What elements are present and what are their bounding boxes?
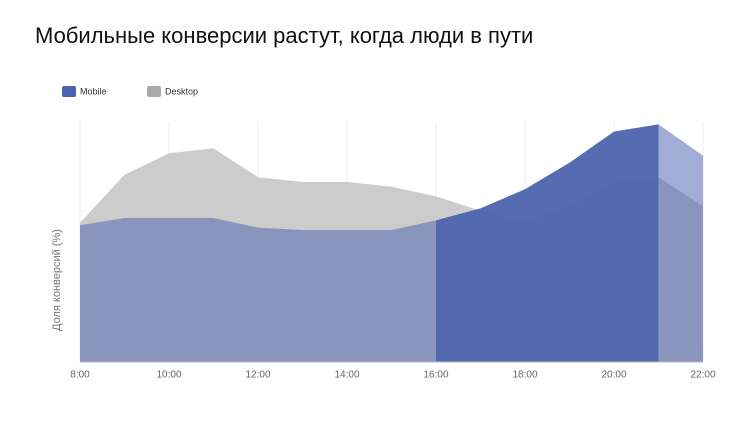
x-tick-label: 18:00	[512, 370, 537, 381]
x-tick-label: 16:00	[423, 370, 448, 381]
y-axis-label: Доля конверсий (%)	[51, 229, 63, 331]
x-tick-label: 14:00	[334, 370, 359, 381]
legend-label: Mobile	[80, 86, 107, 96]
chart-title: Мобильные конверсии растут, когда люди в…	[35, 23, 533, 48]
legend-swatch	[62, 86, 76, 97]
legend-swatch	[147, 86, 161, 97]
legend-label: Desktop	[165, 86, 198, 96]
x-tick-label: 8:00	[70, 370, 90, 381]
x-tick-label: 20:00	[601, 370, 626, 381]
area-mobile-highlight	[436, 124, 659, 363]
x-tick-label: 10:00	[156, 370, 181, 381]
x-tick-label: 22:00	[690, 370, 715, 381]
x-tick-label: 12:00	[245, 370, 270, 381]
